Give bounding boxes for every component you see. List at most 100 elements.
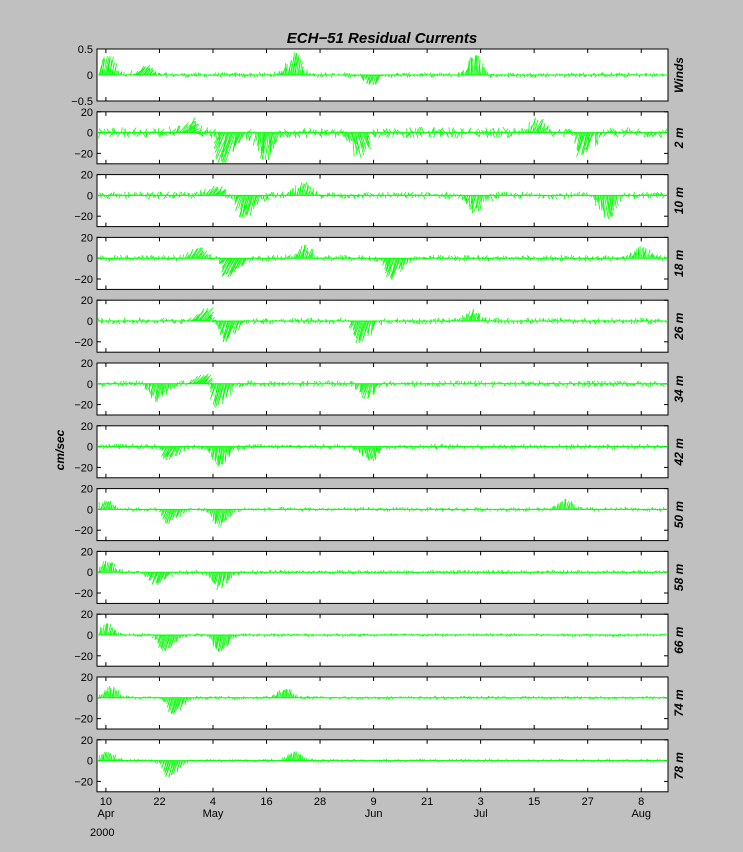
stick: [595, 445, 598, 447]
stick: [570, 501, 573, 510]
stick: [212, 634, 216, 647]
stick: [508, 509, 510, 512]
stick: [543, 383, 546, 387]
stick: [300, 317, 303, 322]
stick: [120, 380, 122, 384]
stick: [548, 320, 551, 323]
stick: [406, 319, 409, 322]
stick: [262, 383, 266, 388]
stick: [595, 132, 599, 144]
stick: [187, 571, 190, 574]
stick: [268, 193, 272, 196]
stick: [215, 634, 221, 650]
stick: [472, 313, 475, 322]
stick: [256, 195, 261, 205]
stick: [586, 320, 588, 324]
stick: [491, 258, 494, 261]
stick: [477, 195, 481, 211]
stick: [200, 509, 203, 512]
stick: [193, 192, 197, 196]
stick: [481, 129, 485, 133]
stick: [409, 258, 412, 262]
stick: [594, 72, 596, 76]
stick: [269, 320, 272, 324]
stick: [424, 320, 428, 325]
stick: [388, 380, 391, 384]
stick: [295, 383, 297, 386]
stick: [536, 125, 541, 133]
stick: [633, 383, 635, 386]
stick: [177, 571, 179, 574]
stick: [388, 633, 390, 636]
stick: [415, 132, 419, 139]
stick: [222, 320, 229, 339]
stick: [335, 633, 338, 636]
stick: [203, 256, 206, 259]
stick: [109, 193, 112, 196]
stick: [393, 258, 401, 275]
stick: [590, 74, 592, 76]
stick: [336, 131, 339, 133]
stick: [223, 509, 228, 523]
y-tick-label: −20: [74, 274, 93, 286]
stick: [662, 509, 664, 511]
stick: [391, 195, 393, 197]
stick: [375, 446, 378, 452]
stick: [253, 383, 257, 387]
stick: [637, 381, 640, 385]
panel-frame: [96, 613, 669, 667]
stick: [162, 257, 165, 259]
stick: [352, 572, 354, 575]
stick: [105, 195, 109, 199]
stick: [333, 320, 335, 324]
stick: [647, 249, 651, 259]
stick: [518, 132, 521, 136]
panel-frame: [96, 362, 669, 416]
stick: [373, 571, 376, 574]
stick: [591, 319, 594, 322]
stick: [266, 508, 268, 510]
stick: [376, 195, 379, 199]
stick: [418, 127, 422, 133]
stick: [656, 318, 659, 322]
stick: [192, 247, 199, 259]
stick: [182, 571, 185, 574]
stick: [110, 504, 113, 510]
stick: [107, 257, 111, 262]
stick: [147, 383, 152, 390]
stick: [214, 509, 219, 524]
stick: [537, 258, 539, 261]
stick: [383, 571, 386, 573]
stick: [518, 195, 520, 199]
stick: [349, 633, 352, 636]
stick: [659, 446, 662, 449]
y-tick-label: 0: [87, 190, 93, 202]
stick: [310, 571, 313, 575]
stick: [344, 572, 347, 575]
stick: [514, 195, 516, 197]
stick: [410, 444, 412, 447]
stick: [363, 192, 367, 196]
stick: [652, 382, 654, 385]
stick: [178, 195, 181, 198]
stick: [571, 132, 578, 137]
stick: [238, 571, 241, 575]
stick: [354, 383, 358, 390]
stick: [400, 571, 402, 574]
stick: [153, 128, 157, 133]
stick: [568, 504, 570, 510]
stick: [127, 132, 130, 136]
stick: [309, 72, 312, 76]
stick: [654, 508, 657, 510]
stick: [354, 571, 357, 573]
stick: [524, 383, 527, 387]
stick: [491, 571, 493, 574]
stick: [285, 572, 287, 575]
stick: [297, 509, 300, 511]
stick: [418, 318, 421, 322]
stick: [549, 255, 552, 259]
stick: [230, 446, 234, 450]
stick: [245, 634, 247, 637]
stick: [410, 509, 412, 511]
stick: [133, 320, 136, 324]
